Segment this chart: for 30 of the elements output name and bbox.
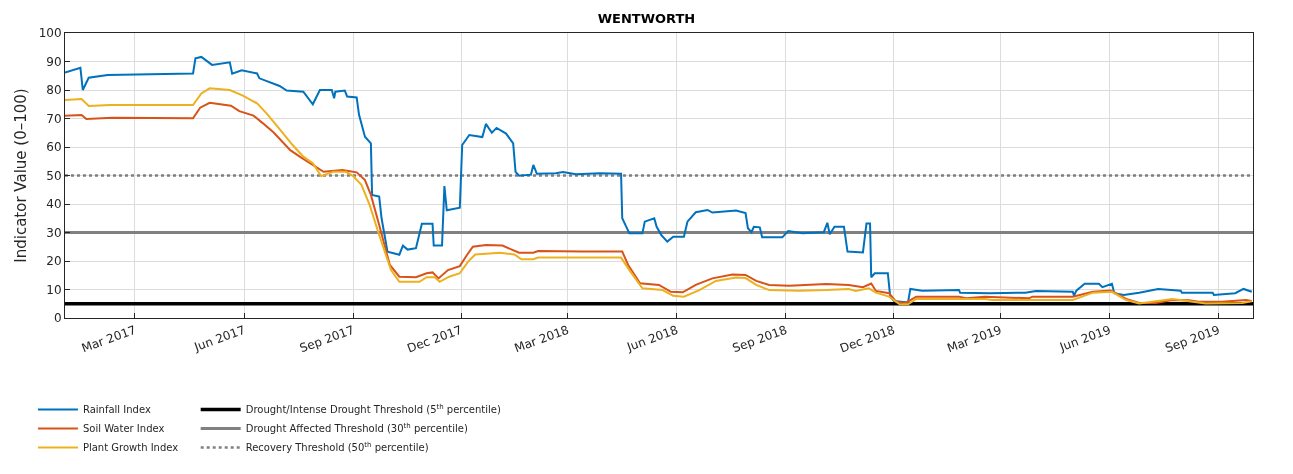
legend-label: Soil Water Index bbox=[82, 423, 165, 435]
x-tick-label: Dec 2017 bbox=[405, 322, 465, 356]
y-tick-label: 70 bbox=[46, 111, 62, 126]
y-tick-label: 0 bbox=[53, 311, 62, 326]
x-tick-label: Mar 2017 bbox=[79, 322, 139, 356]
legend-label: Recovery Threshold (50$^{th}$ percentile) bbox=[245, 441, 429, 454]
legend-label: Rainfall Index bbox=[82, 404, 151, 416]
legend-label: Drought Affected Threshold (30$^{th}$ percentile) bbox=[245, 422, 468, 435]
x-tick-label: Mar 2018 bbox=[512, 322, 571, 356]
x-tick-label: Sep 2019 bbox=[1163, 322, 1222, 356]
x-tick-label: Jun 2019 bbox=[1056, 322, 1113, 355]
chart-title: WENTWORTH bbox=[597, 11, 696, 27]
x-tick-label: Sep 2017 bbox=[297, 322, 357, 356]
x-tick-label: Mar 2019 bbox=[945, 322, 1004, 356]
x-tick-label: Jun 2017 bbox=[191, 322, 248, 355]
y-tick-label: 80 bbox=[46, 83, 62, 98]
legend-label: Drought/Intense Drought Threshold (5$^{th}$ percentile) bbox=[245, 403, 501, 416]
y-tick-label: 100 bbox=[38, 26, 62, 41]
y-axis-title: Indicator Value (0–100) bbox=[11, 88, 30, 263]
y-tick-label: 60 bbox=[46, 140, 62, 155]
y-tick-label: 10 bbox=[46, 282, 62, 297]
legend-label: Plant Growth Index bbox=[82, 442, 179, 454]
y-tick-label: 90 bbox=[46, 54, 62, 69]
x-tick-label: Sep 2018 bbox=[730, 322, 789, 356]
y-tick-label: 50 bbox=[46, 168, 62, 183]
y-tick-label: 20 bbox=[46, 254, 62, 269]
y-tick-label: 40 bbox=[46, 197, 62, 212]
x-tick-label: Dec 2018 bbox=[837, 322, 897, 356]
y-tick-label: 30 bbox=[46, 225, 62, 240]
x-tick-label: Jun 2018 bbox=[624, 322, 680, 355]
